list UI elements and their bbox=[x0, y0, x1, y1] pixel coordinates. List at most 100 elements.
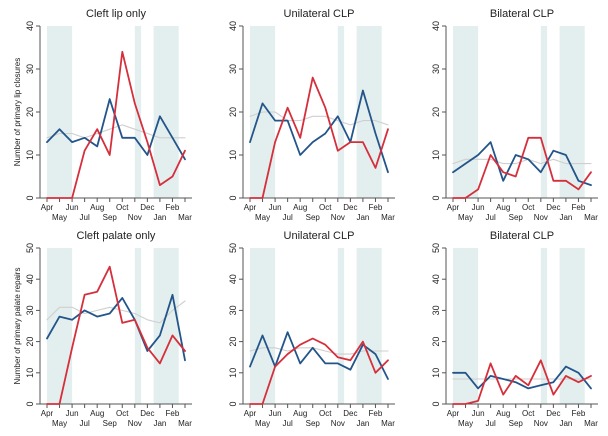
x-tick-label: Aug bbox=[496, 203, 510, 212]
y-tick-label: 30 bbox=[431, 305, 441, 315]
y-tick-label: 0 bbox=[431, 401, 441, 406]
x-tick-label: Jun bbox=[269, 409, 282, 418]
x-tick-label: Jul bbox=[486, 213, 496, 222]
y-tick-label: 20 bbox=[228, 337, 238, 347]
y-tick-label: 0 bbox=[25, 401, 35, 406]
x-tick-label: May bbox=[52, 419, 67, 428]
x-tick-label: Apr bbox=[447, 409, 460, 418]
y-tick-label: 30 bbox=[25, 305, 35, 315]
y-tick-label: 0 bbox=[228, 195, 238, 200]
x-tick-label: Jan bbox=[153, 213, 166, 222]
x-tick-label: Nov bbox=[128, 213, 142, 222]
x-tick-label: Nov bbox=[534, 213, 548, 222]
shaded-period bbox=[453, 26, 479, 198]
y-tick-label: 20 bbox=[25, 107, 35, 117]
x-tick-label: Jan bbox=[356, 419, 369, 428]
series-line-red bbox=[452, 136, 592, 199]
y-tick-label: 40 bbox=[228, 21, 238, 31]
x-tick-label: Sep bbox=[306, 419, 321, 428]
series-line-grey bbox=[249, 347, 389, 355]
y-tick-label: 50 bbox=[25, 243, 35, 253]
series-line-blue bbox=[46, 293, 186, 362]
panel-3: 0 10 20 30 40 AprMayJunJulAugSepOctNovDecJanF… bbox=[431, 8, 598, 222]
x-tick-label: Jul bbox=[80, 213, 90, 222]
series-line-grey bbox=[46, 300, 186, 324]
x-tick-label: Feb bbox=[166, 203, 180, 212]
series-line-red bbox=[452, 359, 592, 405]
y-axis-label: Number of primary lip closures bbox=[13, 58, 22, 166]
panel-title: Bilateral CLP bbox=[490, 8, 554, 20]
x-tick-label: May bbox=[458, 419, 473, 428]
shaded-period bbox=[47, 248, 73, 404]
y-tick-label: 10 bbox=[431, 368, 441, 378]
x-tick-label: Mar bbox=[381, 213, 395, 222]
y-axis-label: Number of primary palate repairs bbox=[13, 268, 22, 385]
x-tick-label: Mar bbox=[178, 213, 192, 222]
panel-6: 0 10 20 30 40 50 AprMayJunJulAugSepOctNovDecJa… bbox=[431, 230, 598, 428]
shaded-period bbox=[337, 26, 345, 198]
x-tick-label: Feb bbox=[369, 203, 383, 212]
y-tick-label: 20 bbox=[431, 337, 441, 347]
x-tick-label: Feb bbox=[369, 409, 383, 418]
x-tick-label: Nov bbox=[534, 419, 548, 428]
x-tick-label: Nov bbox=[331, 213, 345, 222]
x-tick-label: Mar bbox=[584, 213, 598, 222]
x-tick-label: May bbox=[255, 419, 270, 428]
y-tick-label: 30 bbox=[431, 64, 441, 74]
x-tick-label: Aug bbox=[293, 203, 307, 212]
x-tick-label: Nov bbox=[128, 419, 142, 428]
x-tick-label: Mar bbox=[584, 419, 598, 428]
shaded-period bbox=[153, 26, 179, 198]
y-tick-label: 10 bbox=[228, 150, 238, 160]
y-tick-label: 10 bbox=[25, 150, 35, 160]
x-tick-label: Jun bbox=[269, 203, 282, 212]
x-tick-label: Sep bbox=[103, 419, 118, 428]
y-tick-label: 10 bbox=[431, 150, 441, 160]
x-tick-label: Aug bbox=[90, 409, 104, 418]
x-tick-label: Sep bbox=[509, 419, 524, 428]
shaded-period bbox=[559, 26, 585, 198]
x-tick-label: Dec bbox=[546, 409, 560, 418]
panel-title: Unilateral CLP bbox=[284, 8, 355, 20]
series-line-red bbox=[46, 265, 186, 405]
x-tick-label: Sep bbox=[103, 213, 118, 222]
shaded-period bbox=[453, 248, 479, 404]
x-tick-label: Dec bbox=[546, 203, 560, 212]
series-line-grey bbox=[46, 124, 186, 139]
x-tick-label: Jan bbox=[559, 419, 572, 428]
x-tick-label: Apr bbox=[244, 409, 257, 418]
x-tick-label: Sep bbox=[306, 213, 321, 222]
shaded-period bbox=[540, 248, 548, 404]
y-tick-label: 10 bbox=[228, 368, 238, 378]
x-tick-label: Jun bbox=[472, 203, 485, 212]
x-tick-label: Jul bbox=[283, 213, 293, 222]
panel-4: 0 10 20 30 40 50 AprMayJunJulAugSepOctNovDecJa… bbox=[13, 230, 192, 428]
x-tick-label: Aug bbox=[496, 409, 510, 418]
y-tick-label: 30 bbox=[228, 64, 238, 74]
panel-1: 0 10 20 30 40 AprMayJunJulAugSepOctNovDecJanF… bbox=[13, 8, 192, 222]
x-tick-label: Dec bbox=[140, 203, 154, 212]
y-tick-label: 40 bbox=[431, 21, 441, 31]
shaded-period bbox=[356, 248, 382, 404]
x-tick-label: Jan bbox=[153, 419, 166, 428]
y-tick-label: 30 bbox=[228, 305, 238, 315]
series-line-red bbox=[46, 50, 186, 199]
y-tick-label: 30 bbox=[25, 64, 35, 74]
shaded-period bbox=[47, 26, 73, 198]
panel-title: Unilateral CLP bbox=[284, 230, 355, 242]
y-tick-label: 50 bbox=[431, 243, 441, 253]
y-tick-label: 0 bbox=[431, 195, 441, 200]
x-tick-label: Jan bbox=[559, 213, 572, 222]
x-tick-label: Apr bbox=[244, 203, 257, 212]
x-tick-label: Mar bbox=[381, 419, 395, 428]
x-tick-label: Jul bbox=[283, 419, 293, 428]
y-tick-label: 50 bbox=[228, 243, 238, 253]
y-tick-label: 40 bbox=[25, 21, 35, 31]
x-tick-label: Sep bbox=[509, 213, 524, 222]
series-line-grey bbox=[249, 111, 389, 126]
shaded-period bbox=[153, 248, 179, 404]
y-tick-label: 40 bbox=[431, 274, 441, 284]
y-tick-label: 40 bbox=[228, 274, 238, 284]
